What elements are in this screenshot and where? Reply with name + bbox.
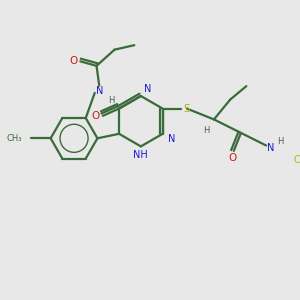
Text: CH₃: CH₃ [6,134,22,143]
Text: N: N [97,86,104,96]
Text: O: O [69,56,77,66]
Text: Cl: Cl [294,155,300,165]
Text: NH: NH [134,150,148,161]
Text: O: O [229,153,237,163]
Text: N: N [168,134,176,144]
Text: H: H [108,95,114,104]
Text: N: N [267,143,274,153]
Text: N: N [144,84,152,94]
Text: S: S [184,103,190,114]
Text: O: O [92,111,100,121]
Text: H: H [278,136,284,146]
Text: H: H [204,126,210,135]
